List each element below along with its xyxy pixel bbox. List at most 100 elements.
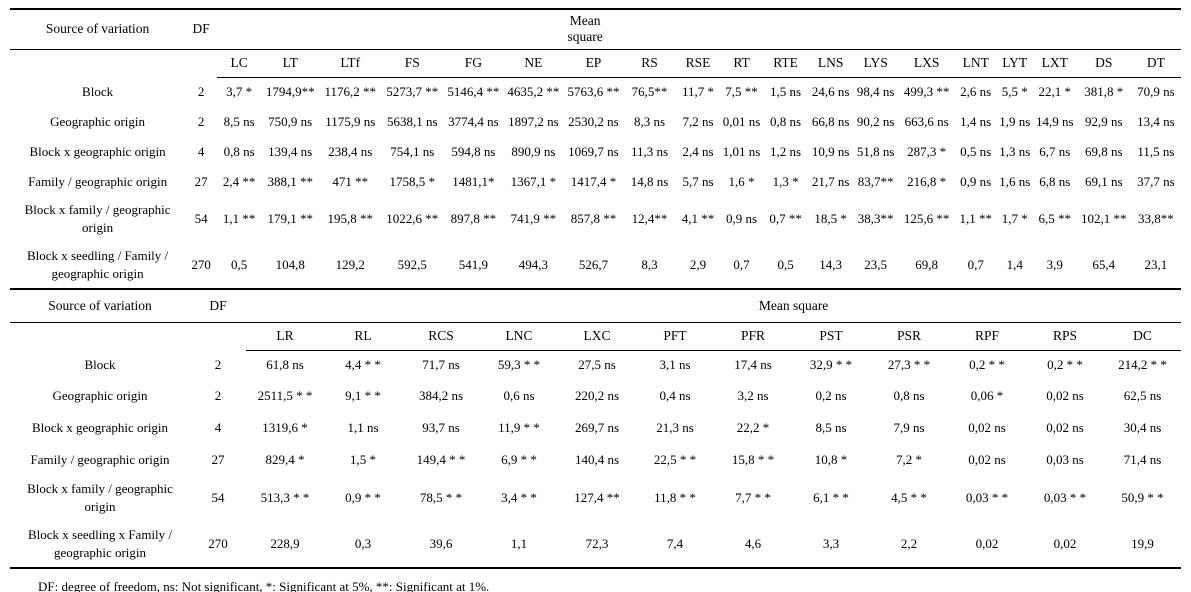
mean-square-value: 3,2 ns	[737, 388, 769, 403]
source-of-variation-header: Source of variation	[48, 297, 152, 313]
mean-square-value: 0,8 ns	[893, 388, 925, 403]
row-label: Block x geographic origin	[31, 420, 169, 436]
mean-square-value: 92,9 ns	[1085, 114, 1123, 129]
mean-square-value: 0,9 ns	[726, 211, 758, 226]
mean-square-value: 83,7**	[857, 174, 894, 189]
column-header-ne: NE	[503, 49, 564, 78]
mean-square-value: 179,1 **	[267, 211, 313, 226]
mean-square-value: 65,4	[1092, 256, 1116, 272]
mean-square-value: 129,2	[335, 256, 365, 272]
mean-square-value: 741,9 **	[510, 211, 557, 226]
mean-square-value: 6,9 * *	[501, 452, 537, 467]
df-value: 54	[194, 211, 208, 226]
mean-square-value: 1175,9 ns	[325, 114, 376, 129]
mean-square-value: 22,2 *	[736, 420, 770, 435]
column-header-pft: PFT	[636, 322, 714, 351]
mean-square-value: 0,5	[777, 256, 794, 272]
mean-square-value: 140,4 ns	[574, 452, 620, 467]
mean-square-value: 37,7 ns	[1137, 174, 1175, 189]
column-header-lyt: LYT	[996, 49, 1033, 78]
mean-square-value: 69,1 ns	[1085, 174, 1123, 189]
mean-square-value: 4,5 * *	[891, 490, 927, 505]
column-header-fg: FG	[443, 49, 504, 78]
mean-square-value: 78,5 * *	[419, 490, 463, 505]
df-value: 27	[211, 452, 225, 467]
letters-row-df-spacer	[190, 322, 246, 350]
table-row: Geographic origin 2 8,5 ns 750,9 ns 1175,9 n…	[10, 107, 1181, 137]
mean-square-value: 494,3	[518, 256, 549, 272]
column-header-psr: PSR	[870, 322, 948, 351]
mean-square-value: 17,4 ns	[734, 357, 772, 373]
mean-square-value: 76,5**	[631, 84, 668, 100]
mean-square-value: 1,4	[1006, 256, 1023, 272]
mean-square-value: 513,3 * *	[260, 490, 310, 505]
mean-square-value: 72,3	[585, 535, 609, 551]
mean-square-value: 8,3	[641, 256, 658, 272]
mean-square-value: 59,3 * *	[497, 357, 541, 373]
mean-square-value: 14,8 ns	[630, 174, 669, 189]
mean-square-value: 381,8 *	[1084, 84, 1124, 100]
mean-square-value: 0,02	[975, 535, 999, 551]
row-label: Block x geographic origin	[29, 144, 166, 160]
mean-square-value: 3,1 ns	[659, 357, 691, 373]
table-row: Block x geographic origin 4 1319,6 * 1,1 ns…	[10, 412, 1181, 444]
mean-square-value: 1,2 ns	[770, 144, 802, 159]
mean-square-value: 13,4 ns	[1137, 114, 1175, 129]
mean-square-value: 21,7 ns	[811, 174, 850, 189]
mean-square-value: 1022,6 **	[386, 211, 439, 226]
column-header-lnt: LNT	[954, 49, 997, 78]
mean-square-value: 1794,9**	[265, 84, 315, 100]
df-value: 2	[197, 114, 205, 129]
mean-square-value: 4,4 * *	[345, 357, 381, 373]
row-label: Block x family / geographic origin	[27, 481, 173, 514]
column-header-rpf: RPF	[948, 322, 1026, 351]
mean-square-value: 0,7 **	[769, 211, 802, 226]
mean-square-value: 0,9 ns	[960, 174, 992, 189]
mean-square-value: 0,5 ns	[960, 144, 992, 159]
table-row: Family / geographic origin 27 829,4 * 1,5 *…	[10, 444, 1181, 476]
mean-square-value: 2511,5 * *	[257, 388, 313, 403]
mean-square-value: 0,3	[354, 535, 372, 551]
mean-square-value: 0,03 ns	[1046, 452, 1084, 467]
mean-square-value: 594,8 ns	[451, 144, 496, 159]
column-header-ds: DS	[1076, 49, 1131, 78]
mean-square-value: 32,9 * *	[809, 357, 853, 373]
row-label: Block	[82, 84, 114, 100]
mean-square-value: 829,4 *	[265, 452, 305, 467]
df-value: 4	[214, 420, 222, 435]
mean-square-value: 30,4 ns	[1123, 420, 1162, 435]
mean-square-value: 11,9 * *	[498, 420, 540, 435]
row-label: Family / geographic origin	[30, 452, 170, 468]
mean-square-value: 0,02	[1053, 535, 1077, 551]
mean-square-value: 1481,1*	[452, 174, 495, 189]
mean-square-value: 1,6 ns	[999, 174, 1031, 189]
mean-square-value: 14,3	[819, 256, 842, 272]
mean-square-value: 5,5 *	[1001, 84, 1028, 100]
mean-square-value: 216,8 *	[907, 174, 947, 189]
mean-square-value: 71,7 ns	[422, 357, 460, 373]
mean-square-value: 287,3 *	[907, 144, 947, 159]
df-value: 4	[197, 144, 205, 159]
df-value: 2	[214, 388, 222, 403]
mean-square-value: 6,5 **	[1038, 211, 1072, 226]
mean-square-value: 11,3 ns	[630, 144, 669, 159]
column-header-ltf: LTf	[319, 49, 382, 78]
column-header-dc: DC	[1104, 322, 1182, 351]
mean-square-value: 0,02 ns	[968, 420, 1006, 435]
mean-square-value: 38,3**	[857, 211, 894, 226]
mean-square-value: 98,4 ns	[856, 84, 895, 100]
mean-square-value: 238,4 ns	[328, 144, 373, 159]
mean-square-value: 3,3	[822, 535, 840, 551]
mean-square-value: 0,2 ns	[815, 388, 847, 403]
table-row: Family / geographic origin 27 2,4 ** 388,1 …	[10, 167, 1181, 197]
mean-square-value: 499,3 **	[903, 84, 950, 100]
mean-square-value: 0,03 * *	[1043, 490, 1087, 505]
mean-square-value: 0,01 ns	[722, 114, 761, 129]
mean-square-value: 750,9 ns	[268, 114, 313, 129]
mean-square-value: 3,7 *	[226, 84, 253, 100]
mean-square-value: 125,6 **	[903, 211, 950, 226]
mean-square-value: 0,4 ns	[659, 388, 691, 403]
row-label: Family / geographic origin	[28, 174, 168, 190]
mean-square-value: 0,5	[231, 256, 248, 272]
